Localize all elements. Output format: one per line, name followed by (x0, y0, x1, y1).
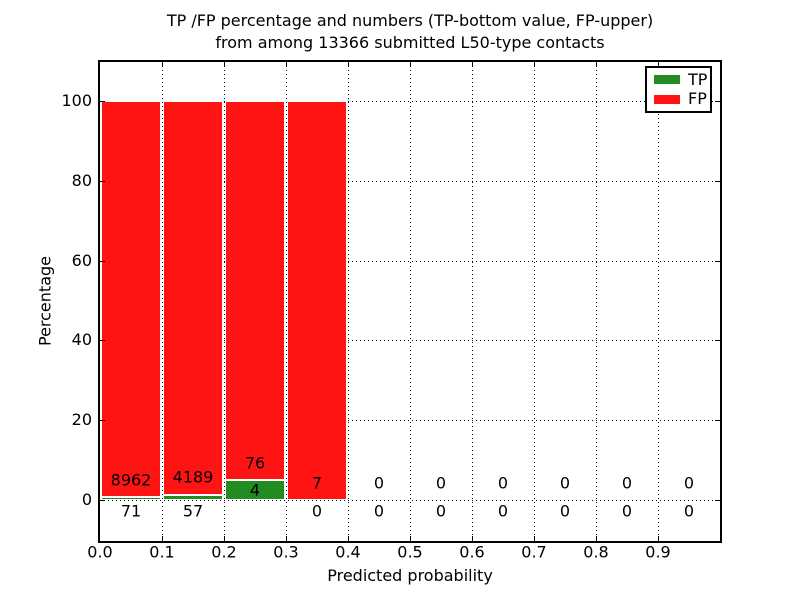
x-tick-mark (348, 62, 349, 67)
x-tick-label: 0.1 (149, 542, 175, 562)
tp-count-label: 0 (435, 501, 447, 520)
fp-count-label: 0 (435, 473, 447, 493)
x-tick-label: 0.9 (645, 542, 671, 562)
y-tick-label: 40 (71, 330, 92, 350)
fp-count-label: 0 (683, 473, 695, 493)
y-tick-mark (715, 340, 720, 342)
gridline-vertical (658, 62, 659, 541)
gridline-vertical (472, 62, 473, 541)
tp-count-label: 0 (621, 501, 633, 520)
tp-count-label: 57 (182, 501, 204, 520)
y-tick-mark (100, 101, 105, 102)
y-tick-mark (715, 500, 720, 501)
gridline-vertical (596, 62, 597, 541)
fp-bar-segment (101, 101, 161, 497)
y-tick-mark (100, 420, 105, 422)
chart-title: TP /FP percentage and numbers (TP-bottom… (100, 10, 720, 54)
y-tick-mark (715, 260, 720, 262)
tp-count-label: 0 (311, 501, 323, 520)
legend-swatch-fp (654, 94, 680, 104)
x-tick-mark (596, 536, 597, 541)
tp-count-label: 0 (373, 501, 385, 520)
x-axis-label: Predicted probability (327, 566, 493, 585)
zero-gridline (100, 500, 720, 501)
tp-count-label: 0 (683, 501, 695, 520)
x-tick-mark (410, 62, 411, 67)
legend-item-tp: TP (654, 69, 710, 89)
x-tick-mark (162, 536, 163, 541)
gridline-vertical (286, 62, 287, 541)
x-tick-mark (534, 536, 535, 541)
legend-label-fp: FP (688, 89, 707, 109)
legend-item-fp: FP (654, 91, 710, 107)
fp-bar-segment (225, 101, 285, 481)
fp-count-label: 0 (373, 473, 385, 493)
fp-bar-segment (163, 101, 223, 495)
x-tick-mark (472, 62, 473, 67)
y-tick-label: 100 (61, 90, 92, 110)
gridline-vertical (162, 62, 163, 541)
gridline-vertical (534, 62, 535, 541)
tp-count-label: 4 (249, 480, 261, 500)
x-tick-label: 0.6 (459, 542, 485, 562)
chart-title-line1: TP /FP percentage and numbers (TP-bottom… (166, 11, 654, 30)
y-tick-mark (715, 420, 720, 422)
fp-count-label: 0 (559, 473, 571, 493)
y-tick-mark (100, 180, 105, 182)
x-tick-mark (286, 536, 287, 541)
tp-bar-segment (101, 496, 161, 500)
x-tick-mark (596, 62, 597, 67)
x-tick-mark (658, 536, 659, 541)
fp-count-label: 0 (497, 473, 509, 493)
y-tick-mark (100, 260, 105, 262)
tp-count-label: 0 (559, 501, 571, 520)
x-tick-mark (162, 62, 163, 67)
x-tick-label: 0.4 (335, 542, 361, 562)
tp-count-label: 0 (497, 501, 509, 520)
fp-count-label: 8962 (110, 470, 152, 490)
gridline-vertical (224, 62, 225, 541)
x-tick-mark (410, 536, 411, 541)
x-tick-mark (658, 62, 659, 67)
tp-bar-segment (225, 480, 285, 500)
y-tick-mark (100, 500, 105, 501)
legend-label-tp: TP (688, 69, 708, 89)
x-tick-label: 0.7 (521, 542, 547, 562)
x-tick-label: 0.0 (87, 542, 113, 562)
x-tick-mark (348, 536, 349, 541)
x-tick-mark (286, 62, 287, 67)
x-tick-label: 0.8 (583, 542, 609, 562)
gridline-vertical (410, 62, 411, 541)
x-tick-mark (224, 62, 225, 67)
x-tick-mark (224, 536, 225, 541)
gridline-vertical (348, 62, 349, 541)
x-tick-mark (472, 536, 473, 541)
fp-bar-segment (287, 101, 347, 500)
y-tick-label: 0 (81, 489, 92, 509)
x-tick-label: 0.3 (273, 542, 299, 562)
y-axis-label: Percentage (35, 255, 55, 347)
tp-bar-segment (163, 494, 223, 500)
y-tick-mark (715, 101, 720, 102)
y-tick-mark (100, 340, 105, 342)
x-tick-label: 0.5 (397, 542, 423, 562)
legend: TP FP (645, 66, 712, 113)
legend-swatch-tp (654, 75, 680, 85)
y-tick-label: 60 (71, 250, 92, 270)
y-tick-label: 20 (71, 410, 92, 430)
fp-count-label: 76 (244, 453, 266, 473)
fp-count-label: 0 (621, 473, 633, 493)
x-tick-mark (534, 62, 535, 67)
chart-title-line2: from among 13366 submitted L50-type cont… (215, 33, 605, 52)
y-tick-mark (715, 180, 720, 182)
fp-count-label: 4189 (172, 467, 214, 487)
x-tick-label: 0.2 (211, 542, 237, 562)
fp-count-label: 7 (311, 473, 323, 493)
y-tick-label: 80 (71, 170, 92, 190)
tp-count-label: 71 (120, 501, 142, 520)
